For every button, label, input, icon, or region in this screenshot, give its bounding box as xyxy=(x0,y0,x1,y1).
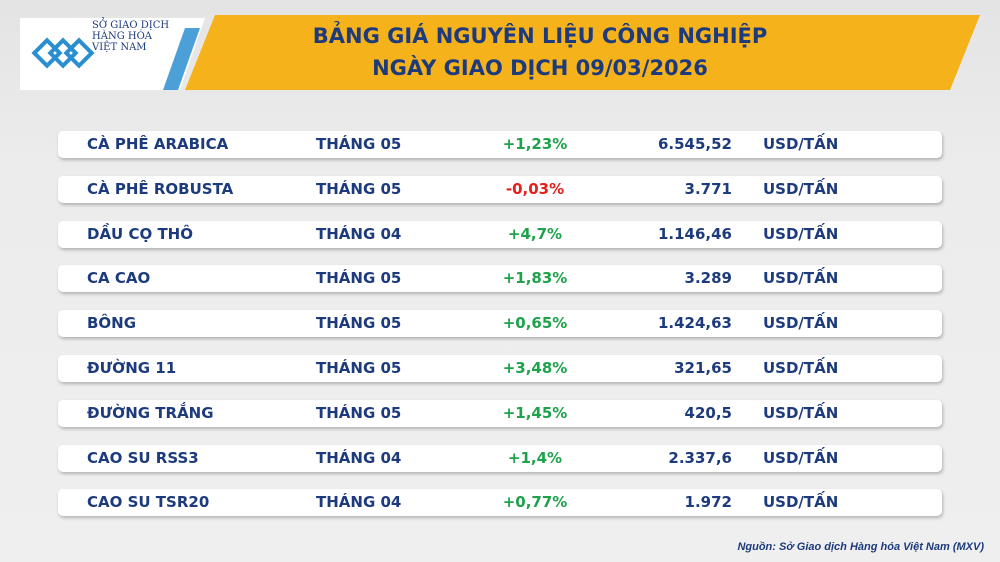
change: +1,83% xyxy=(502,269,568,288)
contract-month: THÁNG 05 xyxy=(316,135,402,153)
logo xyxy=(20,18,205,90)
change: +0,77% xyxy=(502,493,568,512)
price: 3.289 xyxy=(684,269,732,288)
table-row: CA CAO THÁNG 05 +1,83% 3.289 USD/TẤN xyxy=(58,265,942,293)
change: +4,7% xyxy=(507,224,563,243)
unit: USD/TẤN xyxy=(763,493,839,512)
change: -0,03% xyxy=(505,179,565,198)
commodity: CA CAO xyxy=(87,269,151,288)
unit: USD/TẤN xyxy=(763,403,839,422)
commodity: CÀ PHÊ ARABICA xyxy=(87,135,229,153)
contract-month: THÁNG 05 xyxy=(316,179,402,198)
price: 2.337,6 xyxy=(668,448,732,467)
table-row: ĐƯỜNG TRẮNG THÁNG 05 +1,45% 420,5 USD/TẤN xyxy=(58,399,942,427)
price: 6.545,52 xyxy=(657,135,732,153)
contract-month: THÁNG 05 xyxy=(316,269,402,288)
price: 1.972 xyxy=(684,493,732,512)
commodity: BÔNG xyxy=(87,314,137,333)
unit: USD/TẤN xyxy=(763,448,839,467)
contract-month: THÁNG 04 xyxy=(316,448,402,467)
logo-text: HÀNG HÓA xyxy=(92,31,152,42)
table-row: BÔNG THÁNG 05 +0,65% 1.424,63 USD/TẤN xyxy=(58,310,942,338)
logo-text: VIỆT NAM xyxy=(92,42,147,53)
table-row: DẦU CỌ THÔ THÁNG 04 +4,7% 1.146,46 USD/TẤN xyxy=(58,220,942,248)
change: +1,23% xyxy=(502,135,568,153)
contract-month: THÁNG 04 xyxy=(316,224,402,243)
price: 1.424,63 xyxy=(657,314,732,333)
commodity: ĐƯỜNG 11 xyxy=(87,359,177,377)
change: +3,48% xyxy=(502,359,568,377)
source: Nguồn: Sở Giao dịch Hàng hóa Việt Nam (M… xyxy=(737,541,984,553)
unit: USD/TẤN xyxy=(763,179,839,198)
logo-text: SỞ GIAO DỊCH xyxy=(92,20,170,31)
change: +0,65% xyxy=(502,314,568,333)
contract-month: THÁNG 05 xyxy=(316,314,402,333)
table-row: CÀ PHÊ ARABICA THÁNG 05 +1,23% 6.545,52 USD/… xyxy=(58,131,942,158)
table-row: CAO SU RSS3 THÁNG 04 +1,4% 2.337,6 USD/TẤN xyxy=(58,444,942,472)
header-banner xyxy=(185,15,980,90)
title: BẢNG GIÁ NGUYÊN LIỆU CÔNG NGHIỆP xyxy=(312,24,768,48)
commodity: CAO SU RSS3 xyxy=(87,448,199,467)
change: +1,4% xyxy=(507,448,563,467)
price: 321,65 xyxy=(674,359,732,377)
commodity: CÀ PHÊ ROBUSTA xyxy=(87,179,234,198)
price: 3.771 xyxy=(684,179,732,198)
unit: USD/TẤN xyxy=(763,269,839,288)
unit: USD/TẤN xyxy=(763,135,839,153)
change: +1,45% xyxy=(502,403,568,422)
commodity: DẦU CỌ THÔ xyxy=(87,224,193,243)
table-row: CAO SU TSR20 THÁNG 04 +0,77% 1.972 USD/TẤN xyxy=(58,489,942,517)
commodity: CAO SU TSR20 xyxy=(87,493,210,512)
subtitle: NGÀY GIAO DỊCH 09/03/2026 xyxy=(372,56,708,80)
unit: USD/TẤN xyxy=(763,359,839,377)
table-row: CÀ PHÊ ROBUSTA THÁNG 05 -0,03% 3.771 USD/TẤN xyxy=(58,175,942,203)
contract-month: THÁNG 04 xyxy=(316,493,402,512)
unit: USD/TẤN xyxy=(763,314,839,333)
table-row: ĐƯỜNG 11 THÁNG 05 +3,48% 321,65 USD/TẤN xyxy=(58,355,942,382)
contract-month: THÁNG 05 xyxy=(316,403,402,422)
price: 1.146,46 xyxy=(657,224,732,243)
commodity: ĐƯỜNG TRẮNG xyxy=(87,403,214,422)
contract-month: THÁNG 05 xyxy=(316,359,402,377)
price: 420,5 xyxy=(684,403,732,422)
unit: USD/TẤN xyxy=(763,224,839,243)
